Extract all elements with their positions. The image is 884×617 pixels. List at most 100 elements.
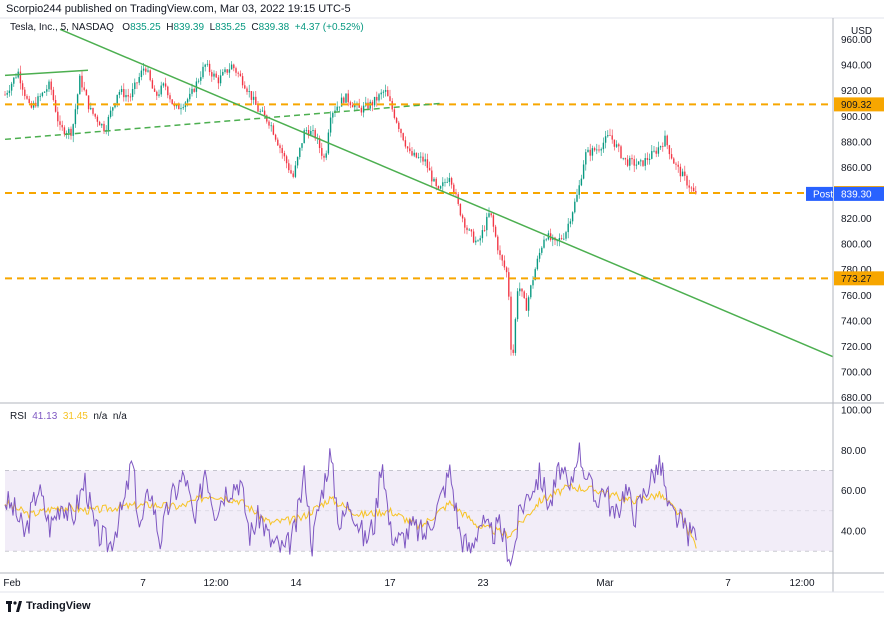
candle-body bbox=[499, 250, 501, 256]
candle-body bbox=[281, 148, 283, 154]
price-tick-label: 880.00 bbox=[841, 137, 872, 148]
candle-body bbox=[94, 113, 96, 117]
open-value: 835.25 bbox=[130, 22, 161, 33]
candle-body bbox=[255, 96, 257, 105]
candle-body bbox=[450, 178, 453, 185]
candle-body bbox=[351, 105, 354, 108]
candle-body bbox=[428, 167, 431, 171]
rsi-tick-label: 80.00 bbox=[841, 446, 866, 457]
candle-body bbox=[402, 133, 404, 141]
candle-body bbox=[285, 156, 288, 164]
candle-body bbox=[246, 88, 248, 92]
candle-body bbox=[527, 297, 530, 311]
level-badge bbox=[834, 97, 884, 112]
candle-body bbox=[167, 86, 169, 96]
candle-body bbox=[96, 116, 99, 122]
candle-body bbox=[530, 285, 532, 298]
candle-body bbox=[283, 153, 286, 157]
candle-body bbox=[633, 159, 635, 166]
price-tick-label: 780.00 bbox=[841, 265, 872, 276]
candle-body bbox=[6, 93, 8, 95]
candle-body bbox=[508, 272, 510, 297]
candle-body bbox=[629, 157, 631, 166]
candle-body bbox=[4, 94, 6, 96]
candle-body bbox=[637, 161, 640, 165]
candle-body bbox=[136, 82, 138, 84]
time-tick-label: 7 bbox=[725, 578, 731, 589]
candle-body bbox=[686, 175, 688, 186]
candle-body bbox=[611, 135, 613, 140]
candle-body bbox=[180, 108, 182, 110]
candle-body bbox=[332, 112, 334, 118]
candle-body bbox=[103, 123, 105, 132]
candle-body bbox=[13, 77, 15, 84]
candle-body bbox=[481, 230, 484, 239]
price-tick-label: 900.00 bbox=[841, 112, 872, 123]
rsi-lines bbox=[4, 442, 697, 567]
trendline-main-downtrend bbox=[59, 28, 834, 358]
candle-body bbox=[241, 76, 244, 86]
candle-body bbox=[675, 163, 677, 165]
post-price-badge bbox=[834, 186, 884, 201]
candle-body bbox=[101, 123, 103, 126]
candle-body bbox=[310, 130, 312, 136]
candle-body bbox=[318, 137, 321, 149]
tradingview-footer[interactable]: TradingView bbox=[6, 600, 91, 612]
candle-body bbox=[602, 142, 605, 150]
candle-body bbox=[48, 81, 50, 90]
candle-body bbox=[296, 157, 299, 166]
candle-body bbox=[378, 94, 380, 101]
axes: USD680.00700.00720.00740.00760.00780.008… bbox=[0, 17, 884, 593]
candle-body bbox=[222, 71, 224, 76]
candle-body bbox=[358, 103, 360, 108]
candle-body bbox=[303, 130, 305, 144]
high-value: 839.39 bbox=[173, 22, 205, 33]
candle-body bbox=[662, 146, 664, 147]
candle-body bbox=[292, 173, 294, 177]
candle-body bbox=[206, 63, 209, 65]
time-tick-label: 17 bbox=[384, 578, 396, 589]
candle-body bbox=[307, 130, 310, 136]
change-value: +4.37 (+0.52%) bbox=[294, 22, 364, 33]
candle-body bbox=[587, 149, 589, 153]
rsi-legend: RSI 41.13 31.45 n/a n/a bbox=[10, 411, 127, 422]
candle-body bbox=[613, 139, 616, 147]
candle-body bbox=[360, 107, 363, 113]
candle-body bbox=[486, 216, 488, 231]
candle-body bbox=[406, 146, 409, 149]
candle-body bbox=[158, 94, 160, 96]
candle-body bbox=[129, 96, 132, 98]
candle-body bbox=[600, 149, 602, 151]
candle-body bbox=[395, 117, 398, 123]
candle-body bbox=[536, 258, 539, 270]
rsi-tick-label: 60.00 bbox=[841, 486, 866, 497]
candle-body bbox=[178, 104, 180, 110]
candle-body bbox=[376, 96, 378, 101]
candle-body bbox=[162, 83, 165, 86]
candle-body bbox=[585, 152, 587, 165]
candle-body bbox=[615, 144, 618, 147]
candle-body bbox=[186, 99, 189, 103]
candle-body bbox=[211, 72, 213, 77]
candle-body bbox=[279, 145, 281, 149]
symbol-legend: Tesla, Inc., 5, NASDAQ O835.25 H839.39 L… bbox=[10, 22, 364, 33]
price-tick-label: 820.00 bbox=[841, 214, 872, 225]
candle-body bbox=[272, 125, 275, 135]
candle-body bbox=[556, 240, 558, 242]
candle-body bbox=[582, 164, 585, 179]
candle-body bbox=[426, 159, 429, 168]
candle-body bbox=[26, 96, 28, 99]
candle-body bbox=[171, 99, 173, 105]
candle-body bbox=[541, 247, 543, 253]
candle-body bbox=[235, 68, 237, 73]
candle-body bbox=[367, 102, 369, 109]
candle-body bbox=[268, 121, 270, 126]
candle-body bbox=[138, 77, 140, 83]
candle-body bbox=[653, 150, 655, 152]
candle-body bbox=[54, 99, 57, 112]
candle-body bbox=[609, 135, 611, 136]
price-tick-label: 860.00 bbox=[841, 163, 872, 174]
candle-body bbox=[321, 148, 323, 156]
trendline-upper-left-line bbox=[4, 69, 89, 77]
